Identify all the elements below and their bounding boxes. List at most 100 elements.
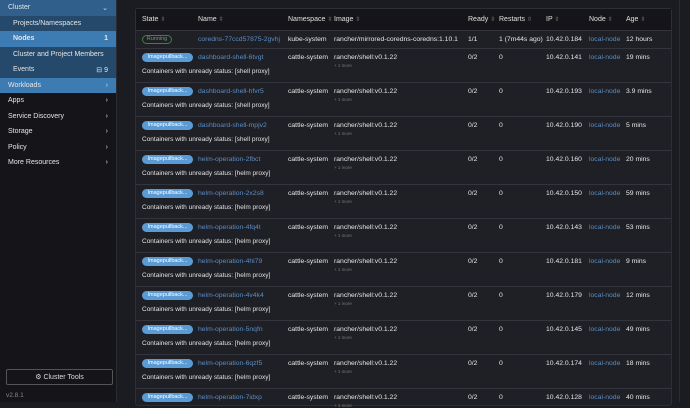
column-header-node[interactable]: Node ⇳ <box>589 16 613 23</box>
name-cell[interactable]: helm-operation-2x2s8 <box>198 190 264 197</box>
version-label: v2.8.1 <box>6 392 24 399</box>
column-header-image[interactable]: Image ⇳ <box>334 16 361 23</box>
more-images[interactable]: + 1 more <box>334 301 352 306</box>
table-row[interactable]: Imagepullback... dashboard-shell-hfvr5 cat… <box>136 82 671 116</box>
namespace-cell: cattle-system <box>288 292 329 299</box>
sort-icon: ⇳ <box>218 17 224 23</box>
table-row[interactable]: Imagepullback... helm-operation-2x2s8 catt… <box>136 184 671 218</box>
sort-icon: ⇳ <box>490 17 496 23</box>
gear-icon: ⚙ <box>35 374 44 381</box>
node-cell[interactable]: local-node <box>589 36 621 43</box>
namespace-cell: cattle-system <box>288 54 329 61</box>
column-header-ready[interactable]: Ready ⇳ <box>468 16 496 23</box>
state-badge: Imagepullback... <box>142 188 193 198</box>
more-images[interactable]: + 1 more <box>334 403 352 408</box>
table-row[interactable]: Imagepullback... helm-operation-2fbct catt… <box>136 150 671 184</box>
node-cell[interactable]: local-node <box>589 88 621 95</box>
more-images[interactable]: + 1 more <box>334 369 352 374</box>
name-cell[interactable]: helm-operation-5nqfn <box>198 326 263 333</box>
more-images[interactable]: + 1 more <box>334 233 352 238</box>
ip-cell: 10.42.0.141 <box>546 54 582 61</box>
table-row[interactable]: Running coredns-77ccd57875-2gvhj kube-syst… <box>136 30 671 48</box>
sidebar-section-more-resources[interactable]: More Resources › <box>8 159 108 167</box>
name-cell[interactable]: helm-operation-4fq4t <box>198 224 261 231</box>
nodes-count: 1 <box>104 35 108 43</box>
more-images[interactable]: + 1 more <box>334 131 352 136</box>
node-cell[interactable]: local-node <box>589 326 621 333</box>
more-images[interactable]: + 1 more <box>334 165 352 170</box>
node-cell[interactable]: local-node <box>589 122 621 129</box>
name-cell[interactable]: helm-operation-4v4k4 <box>198 292 264 299</box>
table-row[interactable]: Imagepullback... dashboard-shell-6tvgt cat… <box>136 48 671 82</box>
node-cell[interactable]: local-node <box>589 360 621 367</box>
status-detail: Containers with unready status: [shell p… <box>142 136 270 143</box>
sidebar-item-events[interactable]: Events ⊟ 9 <box>0 62 116 78</box>
chevron-right-icon: › <box>105 128 108 136</box>
table-row[interactable]: Imagepullback... dashboard-shell-mpjv2 cat… <box>136 116 671 150</box>
sidebar-item-nodes[interactable]: Nodes 1 <box>0 31 116 47</box>
image-cell: rancher/shell:v0.1.22 <box>334 54 398 61</box>
cluster-tools-button[interactable]: ⚙ Cluster Tools <box>6 369 113 385</box>
namespace-cell: cattle-system <box>288 88 329 95</box>
node-cell[interactable]: local-node <box>589 190 621 197</box>
column-header-name[interactable]: Name ⇳ <box>198 16 224 23</box>
sidebar-item-members[interactable]: Cluster and Project Members <box>0 46 116 62</box>
more-images[interactable]: + 1 more <box>334 335 352 340</box>
name-cell[interactable]: dashboard-shell-hfvr5 <box>198 88 264 95</box>
name-cell[interactable]: helm-operation-7idxp <box>198 394 262 401</box>
sidebar-section-apps[interactable]: Apps › <box>8 97 108 105</box>
column-header-restarts[interactable]: Restarts ⇳ <box>499 16 533 23</box>
sidebar-section-workloads[interactable]: Workloads › <box>0 77 116 93</box>
column-header-age[interactable]: Age ⇳ <box>626 16 646 23</box>
image-cell: rancher/shell:v0.1.22 <box>334 88 398 95</box>
chevron-right-icon: › <box>105 112 108 120</box>
name-cell[interactable]: dashboard-shell-6tvgt <box>198 54 264 61</box>
image-cell: rancher/shell:v0.1.22 <box>334 258 398 265</box>
table-row[interactable]: Imagepullback... helm-operation-4v4k4 catt… <box>136 286 671 320</box>
column-header-namespace[interactable]: Namespace ⇳ <box>288 16 333 23</box>
scrollbar[interactable] <box>679 0 690 402</box>
sort-icon: ⇳ <box>327 17 333 23</box>
name-cell[interactable]: helm-operation-6qzf5 <box>198 360 263 367</box>
name-cell[interactable]: helm-operation-4hl79 <box>198 258 263 265</box>
ip-cell: 10.42.0.174 <box>546 360 582 367</box>
status-detail: Containers with unready status: [helm pr… <box>142 170 271 177</box>
namespace-cell: cattle-system <box>288 360 329 367</box>
ip-cell: 10.42.0.143 <box>546 224 582 231</box>
node-cell[interactable]: local-node <box>589 292 621 299</box>
sidebar-item-projects[interactable]: Projects/Namespaces <box>0 15 116 31</box>
age-cell: 59 mins <box>626 190 650 197</box>
name-cell[interactable]: helm-operation-2fbct <box>198 156 261 163</box>
table-row[interactable]: Imagepullback... helm-operation-4fq4t catt… <box>136 218 671 252</box>
more-images[interactable]: + 1 more <box>334 97 352 102</box>
node-cell[interactable]: local-node <box>589 224 621 231</box>
table-row[interactable]: Imagepullback... helm-operation-6qzf5 catt… <box>136 354 671 388</box>
ready-cell: 1/1 <box>468 36 478 43</box>
status-detail: Containers with unready status: [helm pr… <box>142 306 271 313</box>
node-cell[interactable]: local-node <box>589 156 621 163</box>
chevron-right-icon: › <box>105 97 108 105</box>
more-images[interactable]: + 1 more <box>334 63 352 68</box>
age-cell: 49 mins <box>626 326 650 333</box>
restarts-cell: 0 <box>499 54 503 61</box>
state-badge: Imagepullback... <box>142 52 193 62</box>
sidebar-section-service-discovery[interactable]: Service Discovery › <box>8 112 108 120</box>
column-header-state[interactable]: State ⇳ <box>142 16 166 23</box>
chevron-right-icon: › <box>105 143 108 151</box>
node-cell[interactable]: local-node <box>589 258 621 265</box>
table-row[interactable]: Imagepullback... helm-operation-5nqfn catt… <box>136 320 671 354</box>
table-row[interactable]: Imagepullback... helm-operation-7idxp catt… <box>136 388 671 408</box>
node-cell[interactable]: local-node <box>589 394 621 401</box>
sidebar-section-storage[interactable]: Storage › <box>8 128 108 136</box>
more-images[interactable]: + 1 more <box>334 267 352 272</box>
table-row[interactable]: Imagepullback... helm-operation-4hl79 catt… <box>136 252 671 286</box>
restarts-cell: 0 <box>499 326 503 333</box>
sidebar-group-cluster[interactable]: Cluster ⌄ <box>0 0 116 16</box>
main-content: State ⇳ Name ⇳ Namespace ⇳ Image ⇳ Ready ⇳ Re… <box>118 0 678 408</box>
column-header-ip[interactable]: IP ⇳ <box>546 16 560 23</box>
name-cell[interactable]: dashboard-shell-mpjv2 <box>198 122 267 129</box>
name-cell[interactable]: coredns-77ccd57875-2gvhj <box>198 36 280 43</box>
node-cell[interactable]: local-node <box>589 54 621 61</box>
more-images[interactable]: + 1 more <box>334 199 352 204</box>
sidebar-section-policy[interactable]: Policy › <box>8 143 108 151</box>
